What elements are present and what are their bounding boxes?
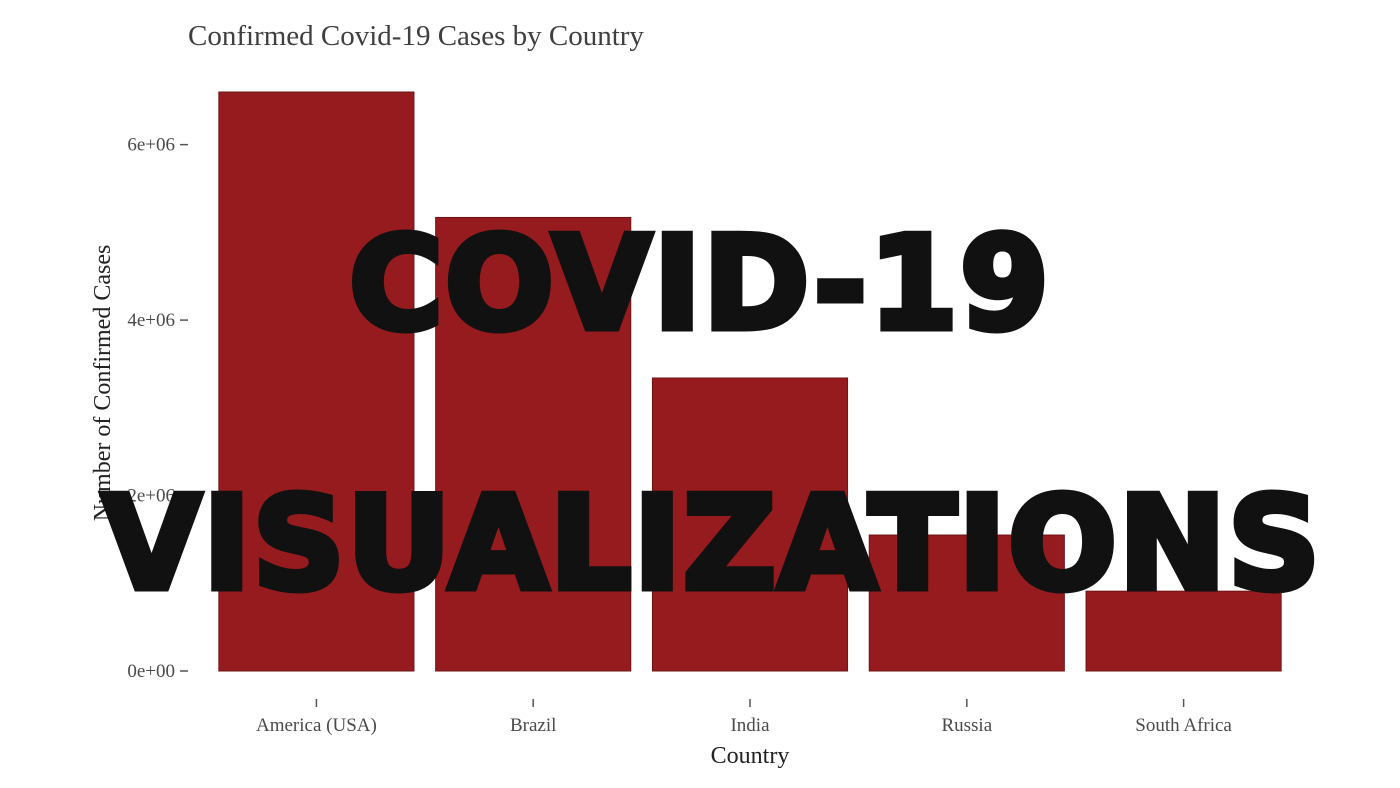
x-tick-label: Russia [941, 715, 992, 736]
x-tick-label: South Africa [1135, 715, 1232, 736]
overlay-banner: COVID-19 VISUALIZATIONS [98, 207, 1323, 623]
bar-brazil [435, 216, 632, 672]
x-tick-label: India [730, 715, 770, 736]
x-tick-label: Brazil [510, 715, 556, 736]
y-axis: 0e+00 2e+06 4e+06 6e+06 [127, 135, 188, 682]
y-tick-label: 2e+06 [127, 486, 175, 507]
y-tick-label: 6e+06 [127, 135, 175, 156]
x-tick-label: America (USA) [256, 715, 377, 736]
x-axis-title: Country [711, 743, 790, 769]
overlay-line-covid: COVID-19 [349, 210, 1051, 359]
bar-america-usa [218, 91, 415, 672]
y-tick-label: 4e+06 [127, 310, 175, 331]
bar-south-africa [1085, 590, 1282, 672]
overlay-line-visualizations: VISUALIZATIONS [102, 470, 1322, 619]
chart-title: Confirmed Covid-19 Cases by Country [188, 20, 644, 52]
bar-russia [868, 534, 1065, 672]
bars [218, 91, 1282, 672]
bar-india [651, 377, 849, 672]
y-tick-label: 0e+00 [127, 661, 175, 682]
x-axis: America (USA) Brazil India Russia South Afri… [256, 699, 1232, 736]
y-axis-title: Number of Confirmed Cases [90, 245, 116, 522]
